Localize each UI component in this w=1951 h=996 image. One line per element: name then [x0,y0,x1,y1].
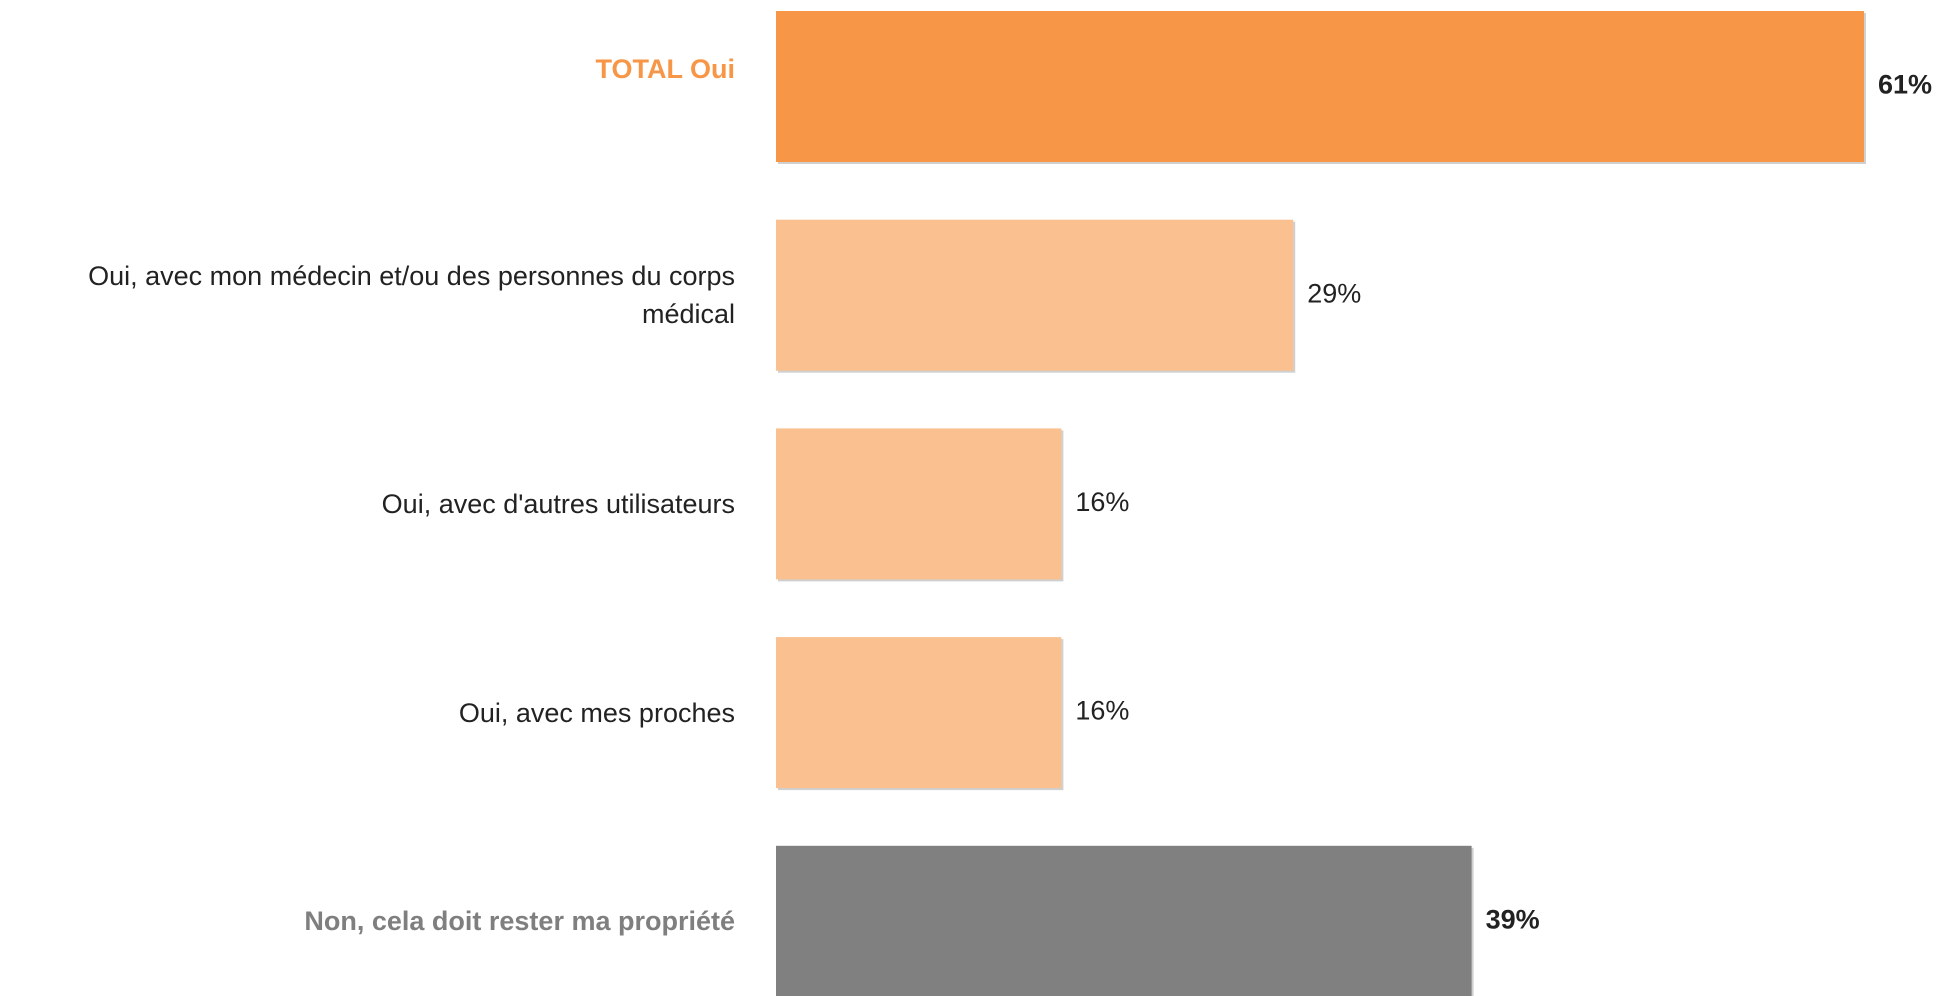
bar [776,11,1864,162]
bar [776,428,1062,580]
value-label: 16% [1075,696,1129,726]
value-label: 29% [1307,278,1361,308]
category-label: TOTAL Oui [595,53,736,84]
category-label: Oui, avec mon médecin et/ou des personne… [88,261,735,330]
value-label: 39% [1486,904,1540,934]
bar [776,637,1062,789]
value-label: 61% [1878,70,1932,100]
value-label: 16% [1075,487,1129,517]
category-label: Oui, avec mes proches [458,697,735,728]
category-label: Non, cela doit rester ma propriété [304,906,735,937]
bar [776,845,1472,996]
bar [776,219,1294,371]
category-label: Oui, avec d'autres utilisateurs [381,488,735,519]
